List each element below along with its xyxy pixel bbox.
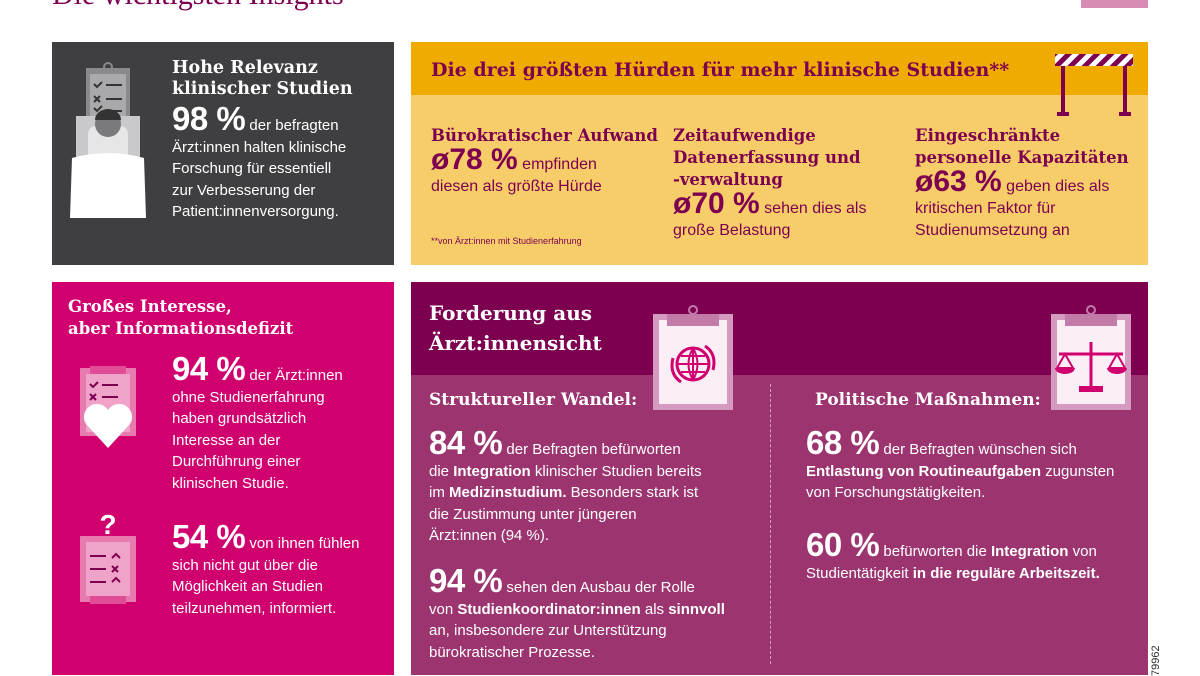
demands-header: [411, 282, 1148, 375]
stat-text-bold: Integration: [453, 462, 531, 480]
structural-change-heading: Struktureller Wandel:: [429, 390, 638, 410]
stat-text: Möglichkeit an Studien: [172, 578, 323, 595]
stat-text: die: [429, 462, 454, 480]
stat-text: Studienumsetzung an: [915, 222, 1070, 239]
hurdle-heading: Bürokratischer Aufwand: [431, 126, 658, 145]
interest-title: Großes Interesse,: [68, 297, 232, 316]
stat-value: 98 %: [172, 100, 246, 137]
barrier-icon: [1055, 54, 1133, 116]
hurdle-heading: personelle Kapazitäten: [915, 148, 1129, 167]
globe-clipboard-icon: [653, 305, 733, 410]
stat-text: die Zustimmung unter jüngeren: [429, 505, 637, 523]
stat-text: empfinden: [522, 156, 597, 173]
stat-text-bold: Integration: [990, 543, 1069, 560]
relevance-title: Hohe Relevanz: [172, 58, 318, 78]
stat-text: Besonders stark ist: [566, 484, 699, 501]
stat-text: zugunsten: [1041, 462, 1115, 480]
stat-text: der Befragten befürworten: [506, 441, 681, 458]
clipboard-heart-icon: [80, 366, 136, 448]
stat-value: 68 %: [806, 424, 880, 461]
hurdle-heading: Zeitaufwendige: [673, 126, 816, 145]
stat-text: der befragten: [249, 117, 339, 134]
stat-text: teilzunehmen, informiert.: [172, 599, 337, 617]
stat-text: kritischen Faktor für: [915, 200, 1056, 217]
hurdles-header: Die drei größten Hürden für mehr klinisc…: [411, 42, 1148, 95]
stat-text-bold: sinnvoll: [668, 600, 725, 618]
stat-text: von Forschungstätigkeiten.: [806, 484, 986, 501]
stat-text-bold: Medizinstudium.: [449, 484, 567, 501]
stat-text-bold: Entlastung von Routineaufgaben: [806, 462, 1041, 480]
stat-value: 54 %: [172, 518, 246, 555]
stat-text: an, insbesondere zur Unterstützung: [429, 622, 667, 639]
stat-text: sehen dies als: [764, 200, 867, 217]
political-measures-heading: Politische Maßnahmen:: [815, 390, 1041, 410]
stat-value: 60 %: [806, 526, 880, 563]
hurdles-body: Bürokratischer Aufwand ø78 % empfinden di…: [411, 95, 1148, 265]
stat-value: 94 %: [429, 562, 503, 599]
stat-value: ø63 %: [915, 165, 1002, 198]
stat-text: Forschung für essentiell: [172, 160, 332, 177]
stat-text: haben grundsätzlich: [172, 410, 307, 427]
hurdle-heading: -verwaltung: [673, 170, 783, 189]
stat-text: sehen den Ausbau der Rolle: [506, 579, 695, 596]
hurdles-title: Die drei größten Hürden für mehr klinisc…: [431, 59, 1010, 81]
footnote: **von Ärzt:innen mit Studienerfahrung: [431, 236, 582, 246]
stat-text: von: [429, 600, 458, 618]
stat-value: 94 %: [172, 350, 246, 387]
stat-text: zur Verbesserung der: [172, 181, 316, 199]
stat-text: Ärzt:innen halten klinische: [172, 138, 347, 156]
stat-text: als: [640, 600, 669, 618]
interest-panel: Großes Interesse, aber Informationsdefiz…: [52, 282, 394, 675]
stat-text: befürworten die: [883, 543, 991, 560]
stat-text-bold: in die reguläre Arbeitszeit.: [912, 564, 1100, 582]
column-divider: [770, 384, 771, 664]
clipboard-question-icon: ?: [80, 514, 136, 604]
corner-accent: [1081, 0, 1148, 8]
stat-text-bold: Studienkoordinator:innen: [457, 600, 641, 618]
stat-text: Studientätigkeit: [806, 564, 913, 582]
stat-text: Patient:innenversorgung.: [172, 203, 339, 220]
demands-title: Ärzt:innensicht: [429, 331, 602, 355]
stat-value: 84 %: [429, 424, 503, 461]
stat-text: klinischen Studie.: [172, 474, 289, 492]
stat-text: Interesse an der: [172, 431, 281, 449]
scales-clipboard-icon: [1051, 305, 1131, 410]
stat-text: Ärzt:innen (94 %).: [429, 527, 550, 544]
demands-panel: Forderung aus Ärzt:innensicht Strukturel…: [411, 282, 1148, 675]
stat-text: ohne Studienerfahrung: [172, 388, 325, 406]
page-title: Die wichtigsten Insights: [52, 0, 344, 12]
stat-value: ø78 %: [431, 143, 518, 176]
demands-body: [411, 375, 1148, 675]
stat-text: klinischer Studien bereits: [530, 462, 702, 480]
patient-bed-clipboard-icon: [70, 62, 146, 218]
relevance-panel: Hohe Relevanz klinischer Studien 98 % de…: [52, 42, 394, 265]
hurdle-heading: Datenerfassung und: [673, 148, 861, 167]
stat-text: der Befragten wünschen sich: [883, 441, 1077, 458]
stat-text: der Ärzt:innen: [249, 367, 343, 384]
stat-text: von: [1068, 543, 1097, 560]
stat-text: geben dies als: [1006, 178, 1110, 195]
stat-text: von ihnen fühlen: [249, 535, 360, 552]
relevance-title: klinischer Studien: [172, 79, 353, 99]
demands-title: Forderung aus: [429, 301, 593, 325]
stat-text: große Belastung: [673, 222, 791, 239]
stat-text: bürokratischer Prozesse.: [429, 643, 595, 661]
hurdle-heading: Eingeschränkte: [915, 126, 1061, 145]
stat-value: ø70 %: [673, 187, 760, 220]
stat-text: im: [429, 484, 449, 501]
interest-title: aber Informationsdefizit: [68, 319, 294, 338]
stat-text: Durchführung einer: [172, 453, 301, 470]
svg-text:?: ?: [99, 514, 116, 540]
document-code: 79962: [1150, 645, 1162, 676]
stat-text: sich nicht gut über die: [172, 556, 318, 574]
stat-text: diesen als größte Hürde: [431, 178, 602, 195]
